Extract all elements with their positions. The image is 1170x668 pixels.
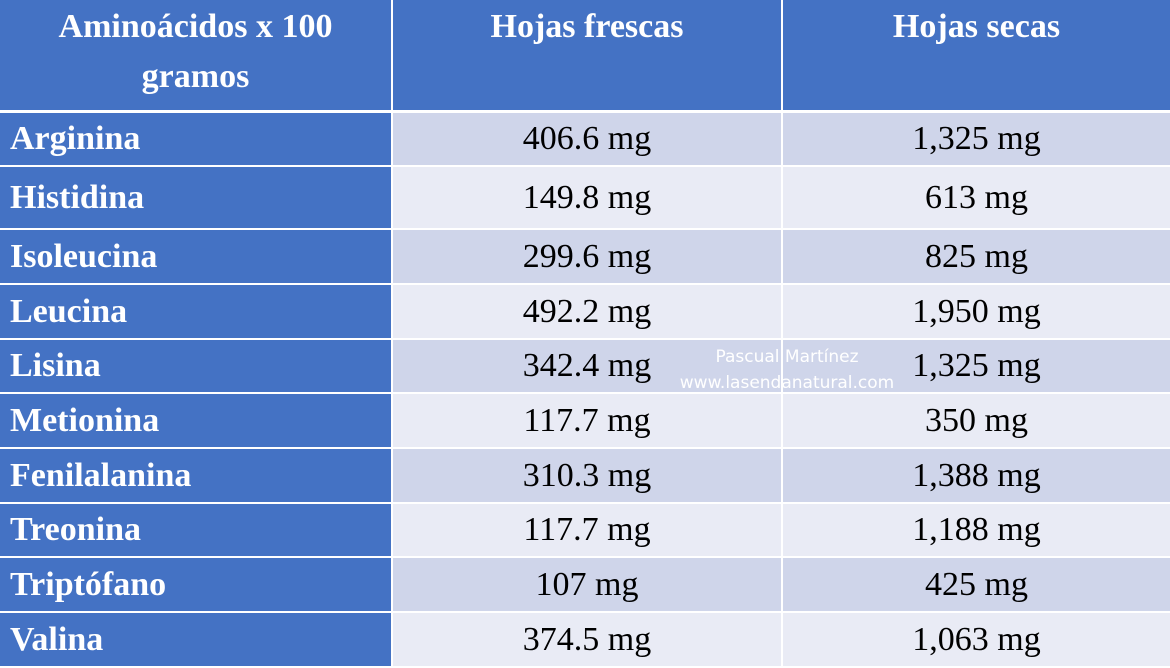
table-cell: 492.2 mg xyxy=(393,285,781,338)
table-cell: 1,063 mg xyxy=(783,613,1170,666)
row-label: Histidina xyxy=(0,167,391,228)
row-label: Fenilalanina xyxy=(0,449,391,502)
table-cell: 299.6 mg xyxy=(393,230,781,283)
table-cell: 117.7 mg xyxy=(393,504,781,556)
row-label: Isoleucina xyxy=(0,230,391,283)
table-cell: 425 mg xyxy=(783,558,1170,611)
table-cell: 107 mg xyxy=(393,558,781,611)
header-cell: Hojas secas xyxy=(783,0,1170,110)
table-cell: 374.5 mg xyxy=(393,613,781,666)
table-cell: 825 mg xyxy=(783,230,1170,283)
row-label: Leucina xyxy=(0,285,391,338)
table-cell: 1,325 mg xyxy=(783,113,1170,165)
table-cell: 1,325 mg xyxy=(783,340,1170,392)
table-cell: 350 mg xyxy=(783,394,1170,447)
table-cell: 342.4 mg xyxy=(393,340,781,392)
row-label: Treonina xyxy=(0,504,391,556)
table-cell: 149.8 mg xyxy=(393,167,781,228)
table-cell: 1,188 mg xyxy=(783,504,1170,556)
table-cell: 406.6 mg xyxy=(393,113,781,165)
row-label: Arginina xyxy=(0,113,391,165)
table-cell: 1,950 mg xyxy=(783,285,1170,338)
row-label: Lisina xyxy=(0,340,391,392)
header-cell: Aminoácidos x 100 gramos xyxy=(0,0,391,110)
row-label: Valina xyxy=(0,613,391,666)
row-label: Triptófano xyxy=(0,558,391,611)
row-label: Metionina xyxy=(0,394,391,447)
table-cell: 117.7 mg xyxy=(393,394,781,447)
table-cell: 613 mg xyxy=(783,167,1170,228)
table-cell: 310.3 mg xyxy=(393,449,781,502)
watermark: www.lasendanatural.com xyxy=(679,373,895,393)
header-cell: Hojas frescas xyxy=(393,0,781,110)
watermark: Pascual Martínez xyxy=(715,347,859,367)
table-cell: 1,388 mg xyxy=(783,449,1170,502)
